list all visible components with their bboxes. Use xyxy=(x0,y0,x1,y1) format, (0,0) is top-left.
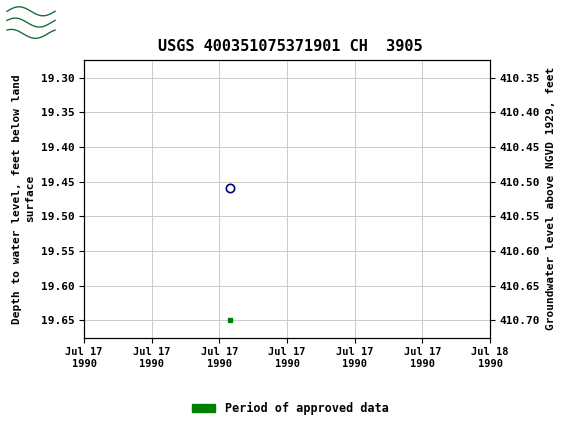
Y-axis label: Groundwater level above NGVD 1929, feet: Groundwater level above NGVD 1929, feet xyxy=(546,67,556,331)
Legend: Period of approved data: Period of approved data xyxy=(187,397,393,420)
FancyBboxPatch shape xyxy=(6,3,58,42)
Y-axis label: Depth to water level, feet below land
surface: Depth to water level, feet below land su… xyxy=(12,74,35,324)
Text: USGS 400351075371901 CH  3905: USGS 400351075371901 CH 3905 xyxy=(158,39,422,54)
Text: USGS: USGS xyxy=(67,11,144,34)
